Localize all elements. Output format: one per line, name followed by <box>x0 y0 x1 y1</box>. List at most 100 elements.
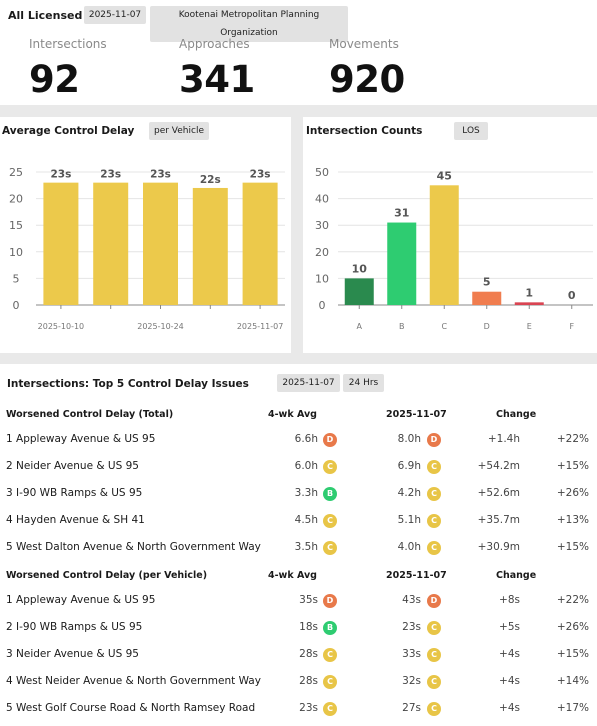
change-percent: +17% <box>556 702 589 714</box>
x-tick-label: F <box>569 322 574 331</box>
delay-bar <box>43 182 79 305</box>
y-tick-label: 30 <box>315 219 329 232</box>
table-title: Intersections: Top 5 Control Delay Issue… <box>7 378 249 390</box>
current-value: 4.2h <box>397 487 421 499</box>
current-value: 5.1h <box>397 514 421 526</box>
header-change: Change <box>496 409 537 420</box>
table-row[interactable]: 3 I-90 WB Ramps & US 95 3.3h B 4.2h C +52.6m +… <box>0 480 597 507</box>
los-bar <box>344 278 374 305</box>
stat-intersections-label: Intersections <box>29 37 107 51</box>
delay-bar <box>93 182 129 305</box>
x-tick-label: D <box>484 322 490 331</box>
y-tick-label: 50 <box>315 166 329 179</box>
counts-chart-los-chip[interactable]: LOS <box>454 122 488 140</box>
stat-approaches-value: 341 <box>179 58 255 101</box>
los-badge: B <box>323 621 337 635</box>
four-week-avg-value: 4.5h <box>294 514 318 526</box>
y-tick-label: 10 <box>9 246 23 259</box>
delay-chart-unit-chip[interactable]: per Vehicle <box>149 122 209 140</box>
los-bar-label: 45 <box>437 169 452 182</box>
four-week-avg-value: 6.6h <box>294 433 318 445</box>
table-date-chip[interactable]: 2025-11-07 <box>277 374 340 392</box>
change-value: +4s <box>499 648 520 660</box>
delay-bar <box>192 187 228 305</box>
stat-movements-value: 920 <box>329 58 405 101</box>
stat-intersections-value: 92 <box>29 58 80 101</box>
los-bar <box>387 222 417 305</box>
summary-card: All Licensed 2025-11-07 Kootenai Metropo… <box>0 0 597 105</box>
los-badge: C <box>323 675 337 689</box>
los-badge: C <box>427 648 441 662</box>
organization-chip[interactable]: Kootenai Metropolitan Planning Organizat… <box>150 6 348 42</box>
current-value: 23s <box>402 621 421 633</box>
table-row[interactable]: 1 Appleway Avenue & US 95 6.6h D 8.0h D +1.4h… <box>0 426 597 453</box>
header-name: Worsened Control Delay (Total) <box>6 409 174 420</box>
change-percent: +26% <box>556 487 589 499</box>
los-badge: C <box>427 541 441 555</box>
delay-bar <box>242 182 278 305</box>
delay-bar-label: 23s <box>150 169 171 181</box>
y-tick-label: 20 <box>315 246 329 259</box>
los-bar-label: 31 <box>394 207 409 220</box>
change-value: +52.6m <box>477 487 520 499</box>
delay-bar <box>143 182 178 305</box>
section-header: Worsened Control Delay (Total) 4-wk Avg 20… <box>0 405 597 425</box>
los-badge: D <box>427 433 441 447</box>
change-value: +8s <box>499 594 520 606</box>
delay-bar-label: 23s <box>250 169 271 181</box>
y-tick-label: 25 <box>9 166 23 179</box>
date-chip[interactable]: 2025-11-07 <box>84 6 146 24</box>
x-tick-label: 2025-11-07 <box>237 322 284 331</box>
los-bar <box>429 185 459 305</box>
current-value: 33s <box>402 648 421 660</box>
los-bar <box>472 291 502 305</box>
header-4wk-avg: 4-wk Avg <box>268 570 317 581</box>
counts-chart-title: Intersection Counts <box>306 125 423 137</box>
los-badge: C <box>323 648 337 662</box>
los-badge: C <box>427 460 441 474</box>
table-row[interactable]: 5 West Golf Course Road & North Ramsey R… <box>0 695 597 722</box>
change-percent: +15% <box>556 541 589 553</box>
change-percent: +15% <box>556 460 589 472</box>
header-4wk-avg: 4-wk Avg <box>268 409 317 420</box>
y-tick-label: 20 <box>9 193 23 206</box>
x-tick-label: B <box>399 322 405 331</box>
intersection-name: 4 Hayden Avenue & SH 41 <box>6 514 145 526</box>
los-badge: D <box>323 594 337 608</box>
table-row[interactable]: 4 West Neider Avenue & North Government … <box>0 668 597 695</box>
table-row[interactable]: 4 Hayden Avenue & SH 41 4.5h C 5.1h C +35.7m +… <box>0 507 597 534</box>
intersection-name: 1 Appleway Avenue & US 95 <box>6 594 156 606</box>
change-value: +30.9m <box>477 541 520 553</box>
table-row[interactable]: 1 Appleway Avenue & US 95 35s D 43s D +8s +22% <box>0 587 597 614</box>
los-badge: C <box>323 702 337 716</box>
y-tick-label: 10 <box>315 272 329 285</box>
change-percent: +26% <box>556 621 589 633</box>
x-tick-label: E <box>527 322 532 331</box>
table-row[interactable]: 3 Neider Avenue & US 95 28s C 33s C +4s +15% <box>0 641 597 668</box>
los-badge: C <box>427 487 441 501</box>
intersection-name: 5 West Dalton Avenue & North Government … <box>6 541 261 553</box>
stat-movements-label: Movements <box>329 37 399 51</box>
table-row[interactable]: 2 I-90 WB Ramps & US 95 18s B 23s C +5s +26% <box>0 614 597 641</box>
four-week-avg-value: 23s <box>299 702 318 714</box>
delay-chart-panel: Average Control Delay per Vehicle 0 5 10 15… <box>0 117 291 353</box>
los-bar-label: 0 <box>568 289 576 302</box>
delay-issues-card: Intersections: Top 5 Control Delay Issue… <box>0 364 597 726</box>
y-tick-label: 15 <box>9 219 23 232</box>
los-bar-label: 5 <box>483 276 491 289</box>
x-tick-label: A <box>357 322 363 331</box>
current-value: 27s <box>402 702 421 714</box>
table-row[interactable]: 2 Neider Avenue & US 95 6.0h C 6.9h C +54.2m +… <box>0 453 597 480</box>
change-value: +5s <box>499 621 520 633</box>
y-tick-label: 0 <box>319 299 326 312</box>
header-date: 2025-11-07 <box>386 570 447 581</box>
current-value: 6.9h <box>397 460 421 472</box>
four-week-avg-value: 3.3h <box>294 487 318 499</box>
los-badge: C <box>323 541 337 555</box>
four-week-avg-value: 18s <box>299 621 318 633</box>
change-value: +35.7m <box>477 514 520 526</box>
intersection-name: 1 Appleway Avenue & US 95 <box>6 433 156 445</box>
table-range-chip[interactable]: 24 Hrs <box>343 374 384 392</box>
table-row[interactable]: 5 West Dalton Avenue & North Government … <box>0 534 597 561</box>
intersection-name: 2 I-90 WB Ramps & US 95 <box>6 621 143 633</box>
